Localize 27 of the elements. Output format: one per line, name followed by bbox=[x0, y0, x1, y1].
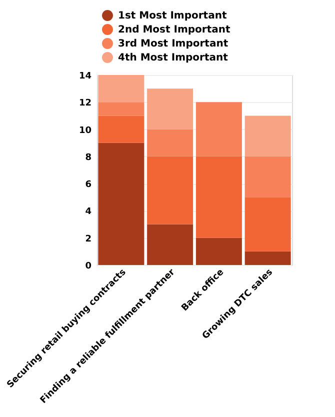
y-tick-label: 8 bbox=[85, 152, 92, 163]
legend-label: 4th Most Important bbox=[118, 52, 228, 64]
bar bbox=[98, 102, 144, 116]
bar bbox=[147, 156, 194, 224]
bar bbox=[147, 88, 194, 130]
bar bbox=[147, 129, 194, 156]
y-tick-label: 14 bbox=[78, 72, 92, 82]
bar bbox=[196, 238, 242, 265]
legend-label: 2nd Most Important bbox=[118, 24, 230, 36]
y-tick-label: 10 bbox=[78, 126, 92, 136]
y-tick-label: 2 bbox=[85, 234, 92, 244]
legend-label: 1st Most Important bbox=[118, 10, 227, 22]
bar bbox=[244, 116, 291, 156]
y-tick-label: 6 bbox=[85, 180, 92, 190]
bar bbox=[244, 156, 291, 198]
legend-label: 3rd Most Important bbox=[118, 38, 228, 50]
y-tick-label: 0 bbox=[85, 262, 92, 272]
bar bbox=[244, 197, 291, 252]
bar bbox=[147, 224, 194, 265]
bar bbox=[196, 156, 242, 238]
bar bbox=[98, 142, 144, 265]
bar bbox=[98, 75, 144, 102]
y-tick-label: 12 bbox=[78, 98, 92, 109]
bar bbox=[244, 251, 291, 265]
bar bbox=[196, 102, 242, 156]
bar bbox=[98, 116, 144, 143]
y-tick-label: 4 bbox=[85, 207, 92, 218]
